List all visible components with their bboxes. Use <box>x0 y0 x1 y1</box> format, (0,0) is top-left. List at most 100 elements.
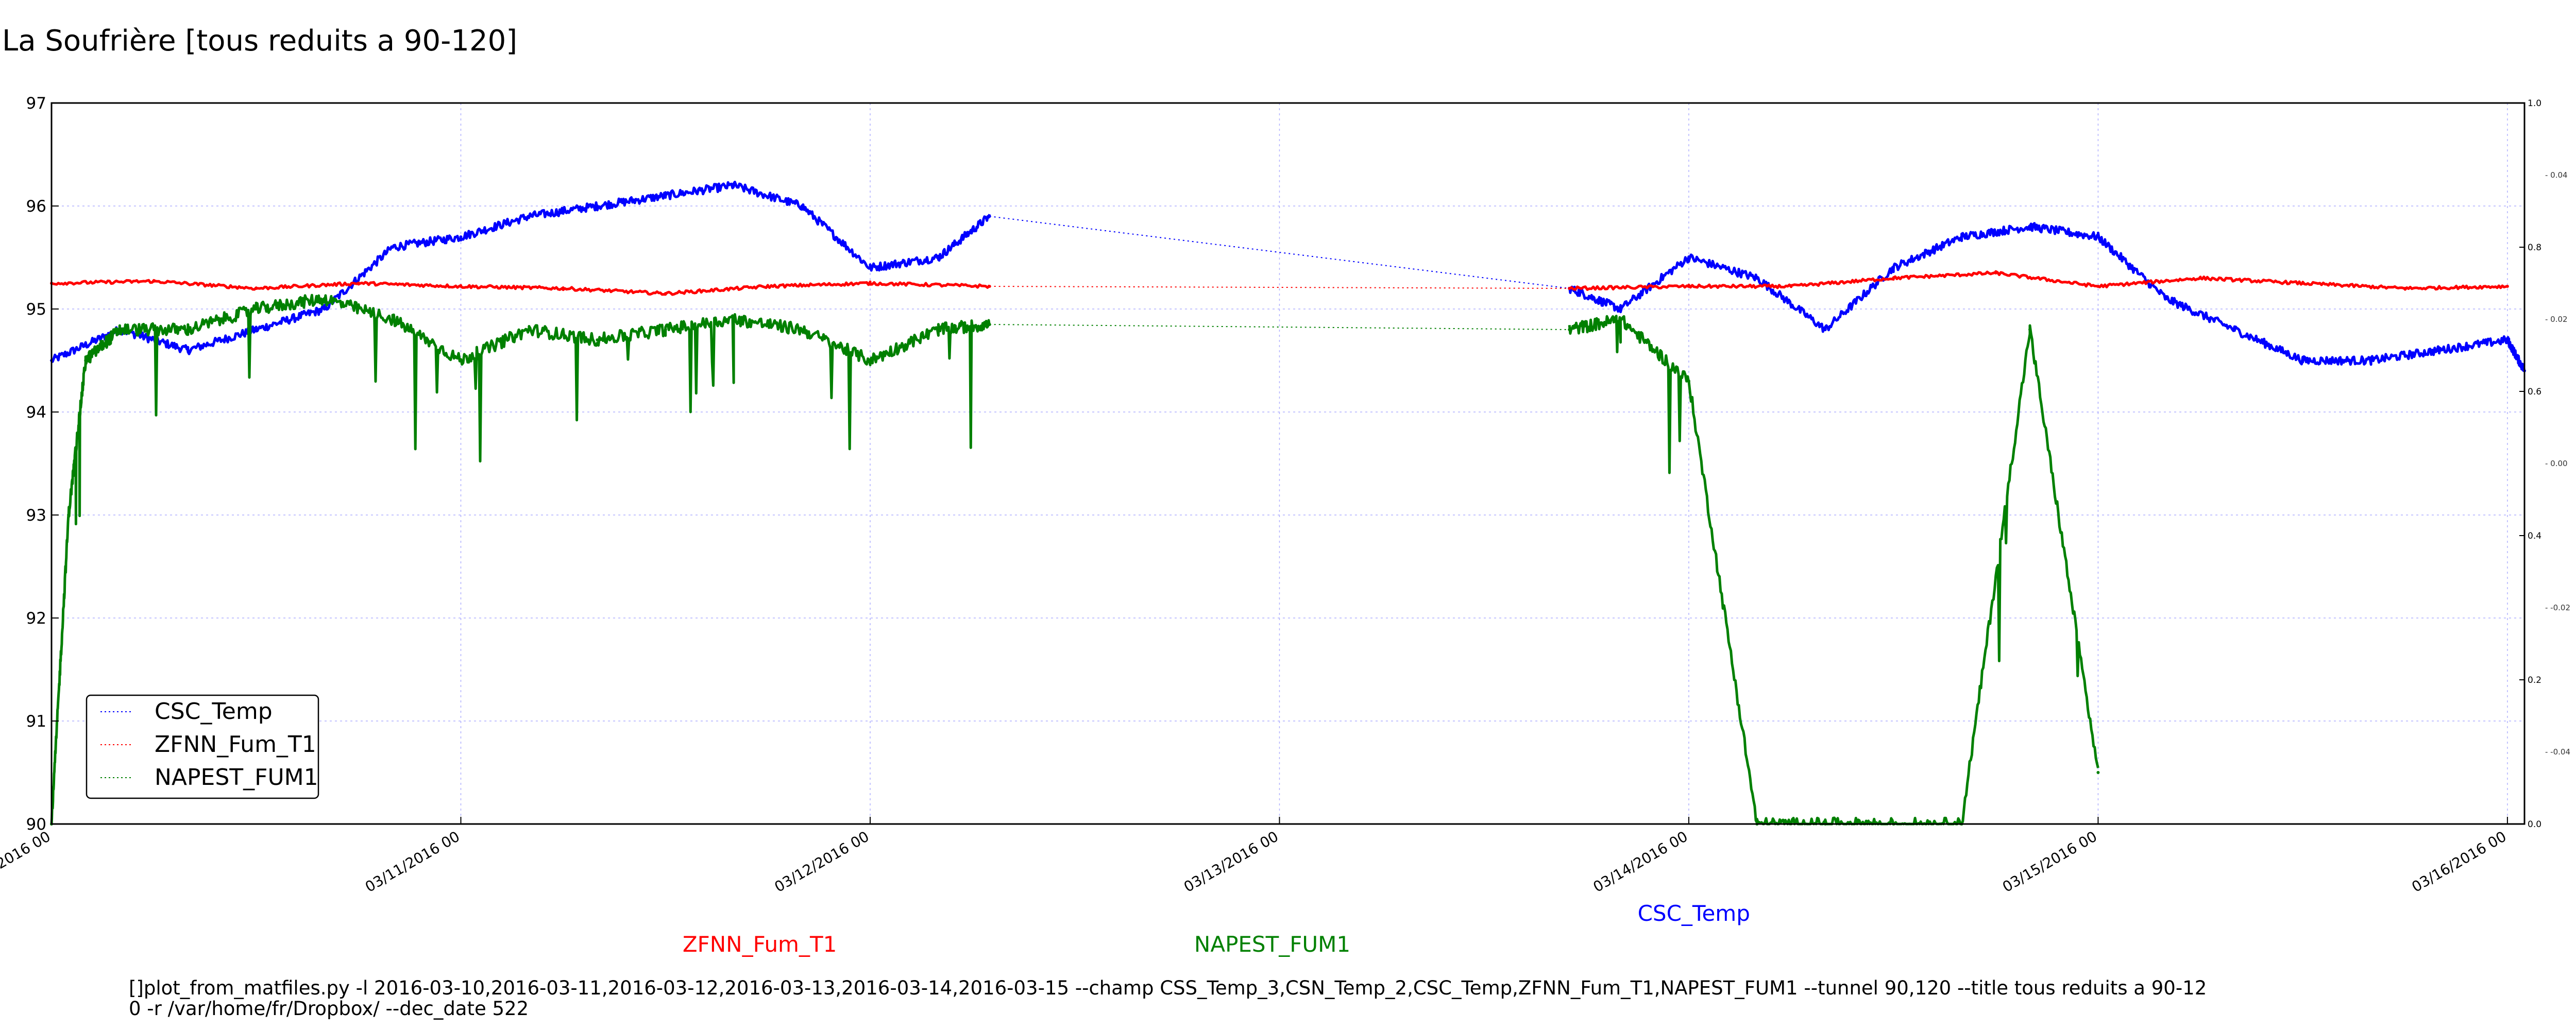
legend-box <box>86 694 319 799</box>
right-axes: 0.0 0.2 0.4 0.6 0.8 1.0 - -0.04 - -0.02 - 0.00 - … <box>2519 98 2570 830</box>
series-layer <box>50 180 2526 826</box>
plot-area-frame <box>50 102 2526 825</box>
x-tick-label: 03/11/2016 00 <box>362 828 463 896</box>
data-point-CSC_Temp <box>800 204 804 208</box>
y-tick-label: 97 <box>26 94 46 113</box>
data-point-NAPEST_FUM1 <box>664 328 667 331</box>
data-point-NAPEST_FUM1 <box>84 359 88 362</box>
data-point-NAPEST_FUM1 <box>118 328 122 331</box>
y-tick-label: 93 <box>26 506 46 525</box>
data-point-CSC_Temp <box>1823 328 1827 331</box>
y-tick-label: 95 <box>26 300 46 319</box>
x-tick-label: 03/12/2016 00 <box>772 828 872 896</box>
legend: CSC_Temp ZFNN_Fum_T1 NAPEST_FUM1 <box>86 694 319 799</box>
data-point-NAPEST_FUM1 <box>391 318 395 321</box>
series-annotations: ZFNN_Fum_T1 NAPEST_FUM1 CSC_Temp <box>683 901 1750 957</box>
data-point-CSC_Temp <box>2096 235 2100 238</box>
data-point-CSC_Temp <box>664 194 667 197</box>
data-point-CSC_Temp <box>1755 277 1759 280</box>
annotation-NAPEST_FUM1: NAPEST_FUM1 <box>1194 932 1350 957</box>
y-tick-label: 91 <box>26 712 46 731</box>
annotation-CSC_Temp: CSC_Temp <box>1638 901 1750 926</box>
gap-connector <box>989 286 1570 289</box>
right-outer-tick-label: 0.8 <box>2528 243 2541 253</box>
y-axis: 90 91 92 93 94 95 96 97 <box>26 94 59 834</box>
data-point-ZFNN_Fum_T1 <box>868 282 872 285</box>
data-point-NAPEST_FUM1 <box>2028 328 2031 331</box>
gap-connector <box>989 324 1570 330</box>
data-point-ZFNN_Fum_T1 <box>2199 277 2202 280</box>
data-point-ZFNN_Fum_T1 <box>988 285 991 288</box>
data-point-CSC_Temp <box>2301 359 2304 362</box>
right-inner-tick-label: - -0.04 <box>2545 747 2570 757</box>
series-NAPEST_FUM1 <box>50 294 2100 826</box>
data-point-NAPEST_FUM1 <box>527 328 531 331</box>
right-outer-tick-label: 1.0 <box>2528 98 2541 109</box>
data-point-CSC_Temp <box>2505 338 2509 341</box>
series-line <box>1568 270 2508 291</box>
right-outer-tick-label: 0.6 <box>2528 387 2541 397</box>
data-point-ZFNN_Fum_T1 <box>1568 287 1571 290</box>
data-point-CSC_Temp <box>391 246 395 249</box>
data-point-CSC_Temp <box>596 204 599 208</box>
right-inner-tick-label: - 0.02 <box>2545 315 2568 324</box>
data-point-CSC_Temp <box>988 215 991 218</box>
right-inner-tick-label: - 0.00 <box>2545 459 2568 468</box>
data-point-CSC_Temp <box>2369 359 2373 362</box>
right-outer-tick-label: 0.0 <box>2528 819 2541 830</box>
series-line <box>51 279 991 296</box>
series-CSC_Temp <box>50 180 2526 372</box>
data-point-NAPEST_FUM1 <box>732 318 736 321</box>
right-outer-tick-label: 0.4 <box>2528 531 2541 541</box>
data-point-ZFNN_Fum_T1 <box>459 285 463 288</box>
data-point-CSC_Temp <box>527 215 531 218</box>
data-point-ZFNN_Fum_T1 <box>664 292 667 295</box>
legend-label: ZFNN_Fum_T1 <box>155 731 316 758</box>
data-point-NAPEST_FUM1 <box>459 359 463 362</box>
x-tick-label: 03/14/2016 00 <box>1590 828 1691 896</box>
data-point-CSC_Temp <box>937 256 940 259</box>
data-point-CSC_Temp <box>732 184 736 187</box>
x-tick-label: 03/16/2016 00 <box>2409 828 2510 896</box>
data-point-CSC_Temp <box>2028 225 2031 228</box>
command-line-1: []plot_from_matfiles.py -l 2016-03-10,20… <box>129 977 2207 999</box>
data-point-NAPEST_FUM1 <box>868 359 872 362</box>
annotation-ZFNN_Fum_T1: ZFNN_Fum_T1 <box>683 932 837 957</box>
data-point-NAPEST_FUM1 <box>1687 380 1690 383</box>
data-point-NAPEST_FUM1 <box>596 338 599 341</box>
data-point-CSC_Temp <box>1619 307 1622 311</box>
data-point-NAPEST_FUM1 <box>255 307 258 311</box>
data-point-CSC_Temp <box>459 235 463 238</box>
data-point-CSC_Temp <box>2164 297 2168 300</box>
data-point-NAPEST_FUM1 <box>2096 771 2100 774</box>
data-point-ZFNN_Fum_T1 <box>766 285 770 288</box>
right-outer-tick-label: 0.2 <box>2528 675 2541 685</box>
data-point-ZFNN_Fum_T1 <box>1892 277 1895 280</box>
data-point-NAPEST_FUM1 <box>988 323 991 326</box>
data-point-NAPEST_FUM1 <box>1619 318 1622 321</box>
series-line <box>1568 315 2099 826</box>
data-point-ZFNN_Fum_T1 <box>1789 285 1793 288</box>
y-tick-label: 90 <box>26 815 46 834</box>
data-point-ZFNN_Fum_T1 <box>2403 287 2407 290</box>
data-point-CSC_Temp <box>2233 328 2236 331</box>
data-point-CSC_Temp <box>1687 256 1690 259</box>
data-point-ZFNN_Fum_T1 <box>2096 285 2100 288</box>
data-point-CSC_Temp <box>2437 349 2441 352</box>
data-point-CSC_Temp <box>868 266 872 269</box>
x-tick-label: 03/13/2016 00 <box>1181 828 1281 896</box>
data-point-NAPEST_FUM1 <box>67 513 71 517</box>
series-ZFNN_Fum_T1 <box>50 270 2509 296</box>
data-point-ZFNN_Fum_T1 <box>2505 285 2509 288</box>
y-tick-label: 92 <box>26 609 46 628</box>
grid-lines <box>51 102 2524 825</box>
data-point-ZFNN_Fum_T1 <box>562 287 565 290</box>
x-tick-label: 03/10/2016 00 <box>0 828 54 896</box>
right-inner-tick-label: - 0.04 <box>2545 170 2568 180</box>
data-point-NAPEST_FUM1 <box>1568 328 1571 331</box>
right-inner-tick-label: - -0.02 <box>2545 603 2570 612</box>
data-point-ZFNN_Fum_T1 <box>1687 285 1690 288</box>
x-tick-label: 03/15/2016 00 <box>1999 828 2100 896</box>
data-point-ZFNN_Fum_T1 <box>255 287 258 290</box>
data-point-ZFNN_Fum_T1 <box>357 282 360 285</box>
